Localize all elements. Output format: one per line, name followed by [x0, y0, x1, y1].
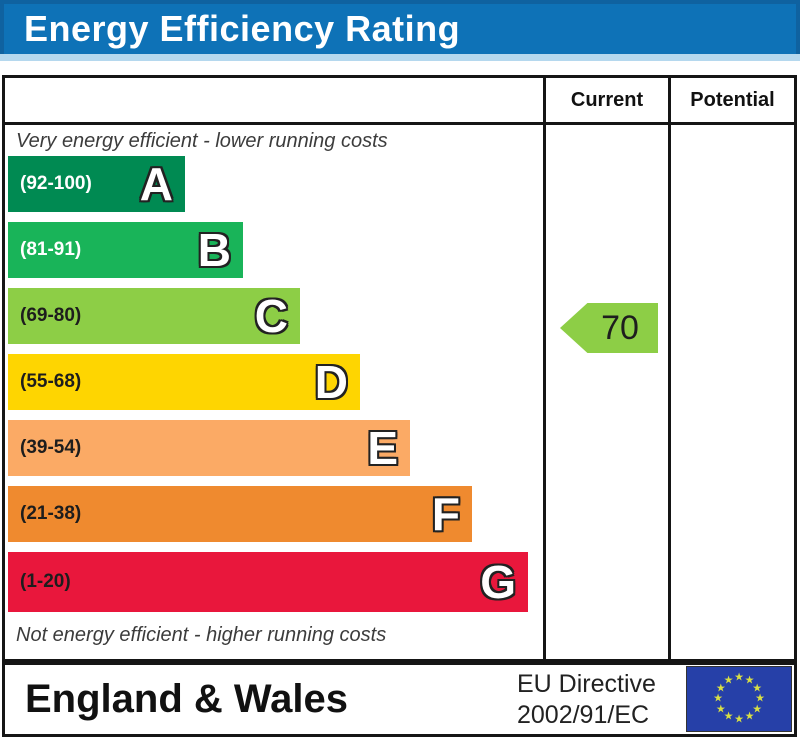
band-g-letter: G — [480, 556, 516, 608]
footer: England & Wales EU Directive 2002/91/EC … — [2, 662, 797, 737]
band-d-letter: D — [314, 356, 348, 408]
table-header-row: Current Potential — [5, 78, 794, 125]
eu-flag-star: ★ — [755, 692, 765, 705]
eu-directive-label: EU Directive 2002/91/EC — [517, 669, 656, 731]
eu-flag-star: ★ — [744, 710, 755, 723]
eu-flag-star: ★ — [715, 682, 726, 694]
band-a-letter: A — [139, 158, 173, 210]
region-label: England & Wales — [25, 677, 349, 721]
band-b-letter: B — [197, 224, 231, 276]
band-b-range: (81-91) — [20, 239, 82, 260]
eu-flag-star: ★ — [752, 703, 763, 715]
band-c-range: (69-80) — [20, 305, 82, 326]
column-divider-right — [668, 78, 671, 659]
eu-flag-star: ★ — [734, 671, 744, 684]
eu-flag-star: ★ — [744, 674, 755, 687]
rating-chart: Current Potential Very energy efficient … — [2, 75, 797, 662]
eu-directive-line2: 2002/91/EC — [517, 701, 650, 729]
eu-directive-line1: EU Directive — [517, 670, 656, 698]
band-e: (39-54) E — [8, 420, 410, 476]
title-bar-strip — [0, 54, 800, 61]
band-f-range: (21-38) — [20, 503, 82, 524]
eu-flag-star: ★ — [723, 674, 734, 687]
top-note: Very energy efficient - lower running co… — [16, 130, 388, 152]
band-c-letter: C — [254, 290, 288, 342]
band-g-range: (1-20) — [20, 571, 71, 592]
band-c: (69-80) C — [8, 288, 300, 344]
eu-flag-star: ★ — [752, 682, 763, 694]
bottom-note: Not energy efficient - higher running co… — [16, 624, 387, 646]
band-e-range: (39-54) — [20, 437, 82, 458]
current-rating-arrow: 70 — [560, 303, 658, 353]
band-d: (55-68) D — [8, 354, 360, 410]
potential-column-header: Potential — [690, 88, 775, 111]
eu-flag: ★ ★ ★ ★ ★ ★ ★ ★ ★ ★ ★ ★ — [686, 666, 792, 732]
eu-flag-star: ★ — [715, 703, 726, 715]
band-b: (81-91) B — [8, 222, 243, 278]
band-d-range: (55-68) — [20, 371, 82, 392]
eu-flag-star: ★ — [723, 710, 734, 723]
eu-flag-star: ★ — [713, 692, 723, 705]
band-a: (92-100) A — [8, 156, 185, 212]
band-f: (21-38) F — [8, 486, 472, 542]
title-bar: Energy Efficiency Rating — [0, 0, 800, 54]
band-a-range: (92-100) — [20, 173, 92, 194]
eu-flag-star: ★ — [734, 713, 744, 726]
band-e-letter: E — [367, 422, 398, 474]
band-g: (1-20) G — [8, 552, 528, 612]
current-rating-value: 70 — [601, 308, 639, 347]
band-f-letter: F — [431, 488, 460, 540]
page-title: Energy Efficiency Rating — [24, 8, 461, 49]
current-column-header: Current — [570, 88, 644, 111]
column-divider-left — [543, 78, 546, 659]
